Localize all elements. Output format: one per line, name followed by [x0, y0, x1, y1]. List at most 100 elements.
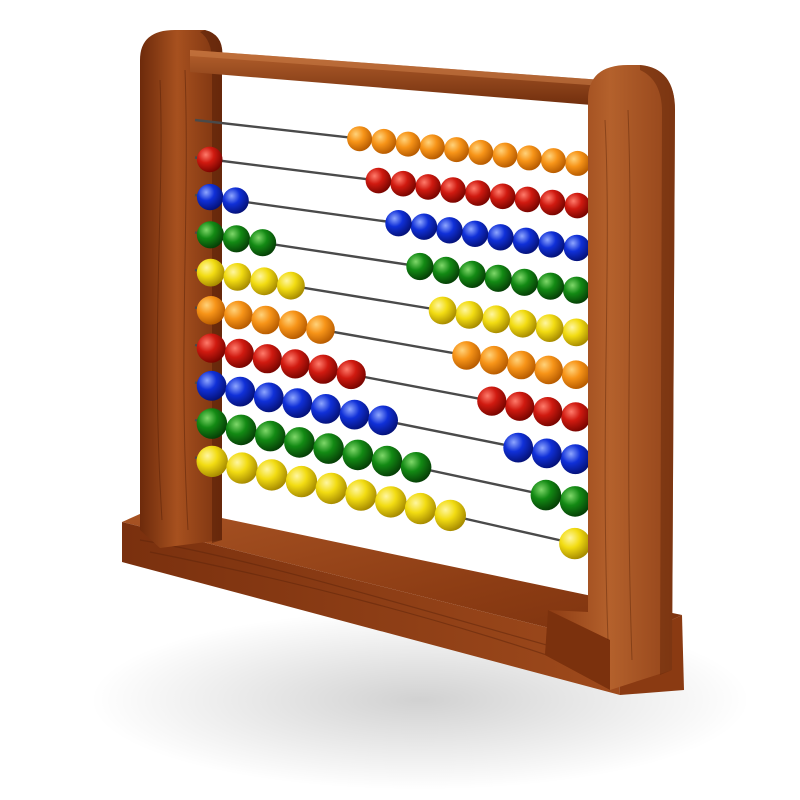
- red-bead[interactable]: [390, 170, 417, 197]
- orange-bead[interactable]: [395, 131, 421, 157]
- orange-bead[interactable]: [444, 137, 469, 163]
- yellow-bead[interactable]: [315, 472, 347, 505]
- red-bead[interactable]: [514, 186, 541, 213]
- orange-bead[interactable]: [306, 315, 335, 344]
- green-bead[interactable]: [432, 256, 460, 284]
- yellow-bead[interactable]: [256, 459, 288, 491]
- yellow-bead[interactable]: [455, 301, 484, 329]
- red-bead[interactable]: [252, 344, 282, 374]
- blue-bead[interactable]: [196, 183, 224, 211]
- orange-bead[interactable]: [278, 310, 308, 340]
- yellow-bead[interactable]: [196, 445, 228, 478]
- orange-bead[interactable]: [507, 350, 536, 380]
- red-bead[interactable]: [533, 397, 563, 427]
- yellow-bead[interactable]: [285, 465, 318, 498]
- red-bead[interactable]: [415, 174, 441, 200]
- blue-bead[interactable]: [410, 213, 438, 240]
- green-bead[interactable]: [342, 439, 374, 471]
- orange-bead[interactable]: [516, 145, 542, 171]
- orange-bead[interactable]: [419, 134, 445, 160]
- blue-bead[interactable]: [487, 224, 514, 251]
- blue-bead[interactable]: [503, 432, 534, 463]
- green-bead[interactable]: [249, 229, 277, 257]
- red-bead[interactable]: [564, 192, 591, 219]
- green-bead[interactable]: [406, 252, 434, 281]
- orange-bead[interactable]: [468, 139, 494, 165]
- orange-bead[interactable]: [224, 300, 253, 330]
- blue-bead[interactable]: [196, 370, 227, 401]
- orange-bead[interactable]: [196, 296, 226, 325]
- green-bead[interactable]: [313, 433, 344, 464]
- blue-bead[interactable]: [512, 227, 540, 254]
- green-bead[interactable]: [484, 264, 512, 292]
- red-bead[interactable]: [224, 338, 254, 368]
- yellow-bead[interactable]: [508, 309, 537, 338]
- yellow-bead[interactable]: [223, 263, 252, 291]
- red-bead[interactable]: [196, 333, 226, 363]
- orange-bead[interactable]: [479, 345, 509, 375]
- blue-bead[interactable]: [253, 382, 284, 413]
- blue-bead[interactable]: [368, 405, 398, 436]
- red-bead[interactable]: [477, 386, 507, 416]
- red-bead[interactable]: [489, 183, 516, 210]
- yellow-bead[interactable]: [345, 479, 377, 511]
- yellow-bead[interactable]: [559, 527, 591, 560]
- yellow-bead[interactable]: [482, 305, 510, 334]
- blue-bead[interactable]: [538, 231, 565, 258]
- orange-bead[interactable]: [347, 126, 373, 152]
- green-bead[interactable]: [222, 225, 251, 253]
- red-bead[interactable]: [336, 359, 366, 390]
- green-bead[interactable]: [458, 260, 486, 288]
- yellow-bead[interactable]: [277, 271, 305, 300]
- yellow-bead[interactable]: [434, 499, 466, 532]
- red-bead[interactable]: [465, 180, 491, 206]
- orange-bead[interactable]: [540, 148, 566, 174]
- yellow-bead[interactable]: [375, 486, 407, 518]
- blue-bead[interactable]: [311, 394, 341, 424]
- green-bead[interactable]: [559, 486, 591, 517]
- blue-bead[interactable]: [531, 438, 562, 469]
- red-bead[interactable]: [280, 349, 310, 379]
- green-bead[interactable]: [284, 427, 315, 458]
- red-bead[interactable]: [196, 146, 223, 173]
- yellow-bead[interactable]: [196, 258, 225, 287]
- blue-bead[interactable]: [282, 388, 313, 418]
- yellow-bead[interactable]: [250, 267, 279, 296]
- orange-bead[interactable]: [452, 341, 481, 370]
- green-bead[interactable]: [225, 414, 257, 446]
- yellow-bead[interactable]: [404, 492, 437, 525]
- red-bead[interactable]: [365, 167, 392, 194]
- red-bead[interactable]: [539, 189, 566, 216]
- blue-bead[interactable]: [222, 187, 249, 214]
- blue-bead[interactable]: [339, 399, 370, 430]
- red-bead[interactable]: [561, 402, 591, 432]
- green-bead[interactable]: [196, 221, 224, 249]
- orange-bead[interactable]: [492, 142, 518, 168]
- blue-bead[interactable]: [225, 376, 256, 407]
- yellow-bead[interactable]: [562, 318, 591, 347]
- orange-bead[interactable]: [561, 360, 591, 390]
- red-bead[interactable]: [505, 391, 535, 421]
- blue-bead[interactable]: [385, 210, 412, 237]
- blue-bead[interactable]: [560, 444, 591, 475]
- orange-bead[interactable]: [371, 128, 397, 154]
- green-bead[interactable]: [371, 445, 403, 477]
- green-bead[interactable]: [196, 408, 228, 439]
- yellow-bead[interactable]: [428, 296, 457, 325]
- yellow-bead[interactable]: [226, 452, 258, 484]
- green-bead[interactable]: [400, 452, 432, 483]
- blue-bead[interactable]: [563, 234, 591, 262]
- red-bead[interactable]: [440, 177, 466, 203]
- red-bead[interactable]: [308, 354, 338, 384]
- green-bead[interactable]: [254, 420, 286, 452]
- yellow-bead[interactable]: [535, 314, 564, 342]
- green-bead[interactable]: [510, 268, 538, 296]
- orange-bead[interactable]: [251, 305, 280, 335]
- blue-bead[interactable]: [461, 220, 489, 247]
- blue-bead[interactable]: [436, 217, 463, 244]
- orange-bead[interactable]: [565, 150, 591, 176]
- green-bead[interactable]: [536, 272, 565, 300]
- green-bead[interactable]: [530, 479, 562, 511]
- green-bead[interactable]: [563, 276, 591, 304]
- orange-bead[interactable]: [534, 355, 563, 385]
